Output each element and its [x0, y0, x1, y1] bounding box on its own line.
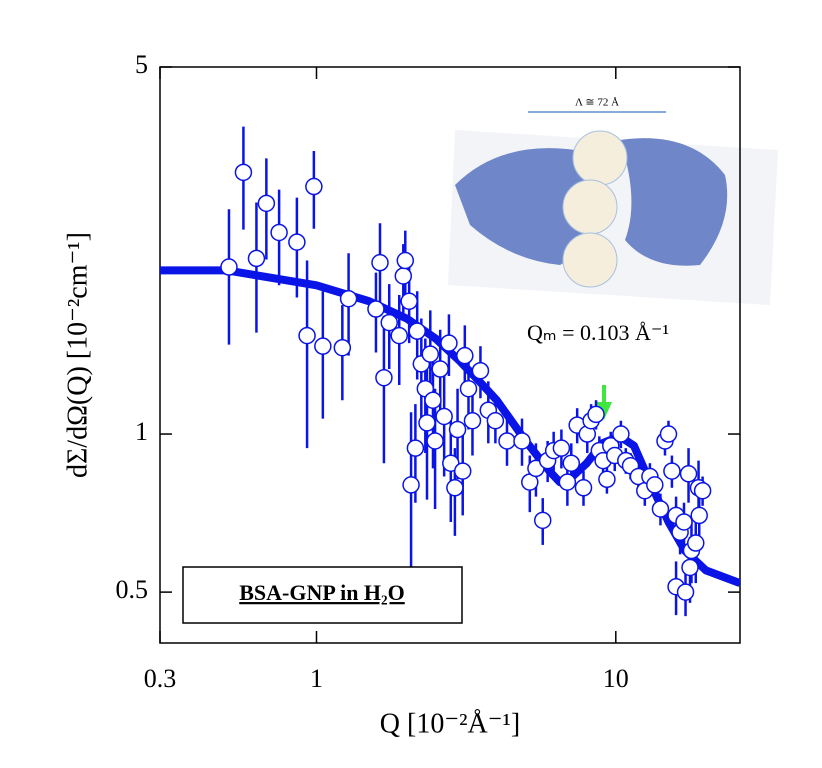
- data-point: [270, 223, 288, 242]
- data-point: [400, 292, 418, 311]
- data-point: [371, 253, 389, 272]
- data-point: [687, 534, 705, 552]
- peak-annotation: Qₘ = 0.103 Å⁻¹: [527, 320, 669, 345]
- data-point: [681, 558, 699, 577]
- data-point: [587, 405, 605, 424]
- data-point: [690, 506, 708, 525]
- data-point: [375, 368, 393, 387]
- data-point: [431, 360, 449, 378]
- data-point: [598, 470, 616, 489]
- data-point: [333, 338, 352, 357]
- data-point: [440, 334, 458, 352]
- data-point: [679, 465, 698, 483]
- data-point: [421, 345, 440, 363]
- x-tick-label: 0.3: [144, 664, 177, 693]
- data-point: [220, 258, 238, 276]
- data-point: [562, 454, 581, 472]
- data-point: [288, 233, 306, 251]
- data-point: [453, 462, 472, 480]
- y-tick-label: 0.5: [116, 575, 149, 604]
- inset-label: Λ ≅ 72 Å: [575, 97, 619, 109]
- data-point: [448, 420, 467, 439]
- x-tick-label: 1: [310, 664, 323, 693]
- data-point: [659, 425, 678, 443]
- y-axis-label: dΣ/dΩ(Q) [10⁻²cm⁻¹]: [62, 232, 93, 478]
- data-point: [552, 439, 571, 457]
- x-tick-label: 10: [603, 664, 629, 693]
- data-point: [463, 411, 482, 430]
- data-point: [612, 425, 630, 443]
- data-point: [257, 194, 276, 213]
- data-point: [418, 414, 436, 432]
- data-point: [446, 479, 464, 497]
- data-point: [435, 407, 453, 426]
- data-point: [646, 476, 664, 494]
- data-point: [675, 513, 693, 531]
- data-point: [676, 583, 695, 601]
- data-point: [651, 500, 670, 518]
- legend-box: [182, 566, 463, 624]
- inset-illustration: [448, 111, 778, 305]
- data-point: [396, 251, 415, 270]
- data-point: [459, 379, 478, 398]
- data-point: [394, 267, 413, 285]
- data-point: [339, 289, 358, 308]
- y-tick-label: 1: [135, 417, 148, 446]
- data-point: [406, 439, 425, 457]
- x-axis-label: Q [10⁻²Å⁻¹]: [380, 708, 520, 739]
- data-point: [390, 326, 408, 345]
- data-point: [426, 432, 444, 450]
- data-point: [574, 479, 593, 497]
- data-point: [305, 177, 323, 196]
- plot-frame: [159, 66, 741, 644]
- data-point: [486, 411, 505, 430]
- sample-label: BSA-GNP in H₂O: [239, 580, 405, 605]
- data-point: [380, 313, 398, 332]
- y-tick-label: 5: [135, 50, 148, 79]
- data-point: [367, 300, 385, 318]
- data-point: [471, 361, 490, 380]
- data-point: [234, 163, 253, 182]
- data-point: [513, 432, 531, 450]
- data-point: [424, 391, 442, 409]
- data-point: [247, 249, 266, 268]
- data-point: [298, 326, 316, 345]
- data-point: [314, 337, 332, 355]
- data-point: [402, 476, 420, 494]
- data-point: [533, 511, 552, 530]
- data-point: [663, 462, 681, 480]
- data-point: [693, 481, 712, 500]
- data-point: [442, 454, 460, 472]
- data-point: [558, 473, 577, 491]
- data-point: [498, 432, 516, 450]
- data-point: [456, 346, 474, 365]
- data-point: [408, 322, 426, 340]
